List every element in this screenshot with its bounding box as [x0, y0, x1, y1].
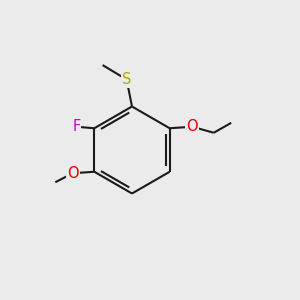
- Text: O: O: [186, 119, 198, 134]
- Text: O: O: [67, 166, 79, 181]
- Text: F: F: [72, 119, 80, 134]
- Text: S: S: [122, 72, 131, 87]
